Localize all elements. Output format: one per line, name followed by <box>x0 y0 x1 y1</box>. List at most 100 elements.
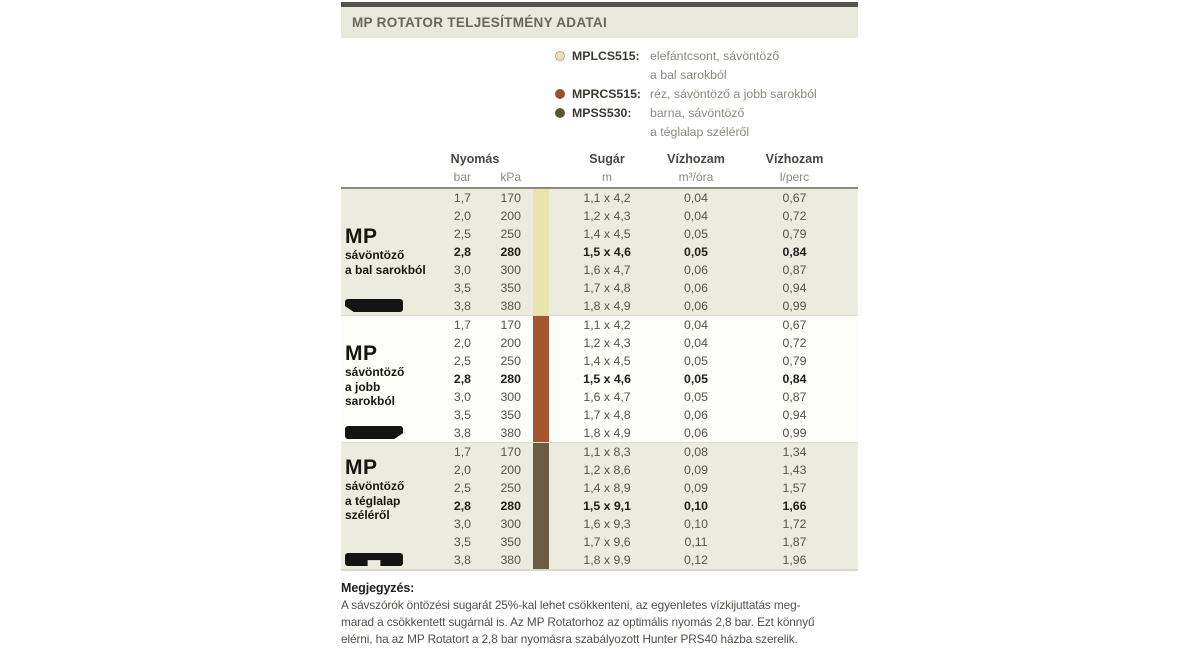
legend-desc-line: barna, sávöntöző <box>650 106 745 120</box>
unit-l-perc: l/perc <box>779 170 810 184</box>
header-nyomas: Nyomás <box>450 152 500 166</box>
section-label: MP sávöntöző a téglalap széléről <box>345 456 404 523</box>
cell-sugar: 1,1 x 8,3 <box>583 445 631 459</box>
unit-kpa: kPa <box>500 170 521 184</box>
legend: MPLCS515: elefántcsont, sávöntöző a bal … <box>341 47 858 142</box>
cell-kpa: 200 <box>500 209 521 223</box>
cell-bar: 3,0 <box>453 263 471 277</box>
cell-bar: 1,7 <box>453 318 471 332</box>
title-bar: MP ROTATOR TELJESÍTMÉNY ADATAI <box>341 2 858 38</box>
legend-item: MPSS530: barna, sávöntöző a téglalap szé… <box>555 104 858 142</box>
cell-m3h: 0,11 <box>684 535 708 549</box>
unit-m: m <box>602 170 612 184</box>
cell-m3h: 0,10 <box>684 517 708 531</box>
section-label-line: a jobb <box>345 379 381 394</box>
cell-kpa: 350 <box>500 408 521 422</box>
cell-lperc: 0,72 <box>782 336 807 350</box>
cell-bar: 2,8 <box>453 372 471 386</box>
cell-m3h: 0,10 <box>684 499 708 513</box>
cell-m3h: 0,05 <box>684 390 708 404</box>
cell-sugar: 1,8 x 4,9 <box>583 299 631 313</box>
note-line: marad a csökkentett sugárnál is. Az MP R… <box>341 615 815 629</box>
cell-m3h: 0,06 <box>684 263 708 277</box>
table-row: 2,5 250 1,4 x 4,5 0,05 0,79 <box>429 225 858 243</box>
cell-kpa: 280 <box>500 372 521 386</box>
copper-color-dot-icon <box>555 89 565 99</box>
table-row: 1,7 170 1,1 x 4,2 0,04 0,67 <box>429 316 858 334</box>
note-line: elérni, ha az MP Rotatort a 2,8 bar nyom… <box>341 632 798 646</box>
color-strip <box>533 443 549 569</box>
table-row: 2,8 280 1,5 x 4,6 0,05 0,84 <box>429 370 858 388</box>
cell-sugar: 1,6 x 9,3 <box>583 517 631 531</box>
color-strip <box>533 189 549 315</box>
cell-lperc: 0,99 <box>782 299 807 313</box>
cell-m3h: 0,05 <box>684 372 708 386</box>
legend-model: MPLCS515: <box>572 49 640 63</box>
cell-lperc: 0,87 <box>782 263 807 277</box>
cell-bar: 3,0 <box>453 517 471 531</box>
section-label-line: a téglalap <box>345 493 401 508</box>
table-row: 1,7 170 1,1 x 4,2 0,04 0,67 <box>429 189 858 207</box>
cell-m3h: 0,09 <box>684 463 708 477</box>
cell-kpa: 200 <box>500 463 521 477</box>
table-row: 2,5 250 1,4 x 4,5 0,05 0,79 <box>429 352 858 370</box>
section-label: MP sávöntöző a bal sarokból <box>345 225 426 277</box>
cell-m3h: 0,06 <box>684 281 708 295</box>
legend-model: MPSS530: <box>572 106 632 120</box>
datasheet: MP ROTATOR TELJESÍTMÉNY ADATAI MPLCS515:… <box>341 0 858 648</box>
cell-sugar: 1,2 x 4,3 <box>583 209 631 223</box>
page-title: MP ROTATOR TELJESÍTMÉNY ADATAI <box>352 15 608 30</box>
cell-lperc: 0,99 <box>782 426 807 440</box>
cell-sugar: 1,6 x 4,7 <box>583 390 631 404</box>
section-label-line: sávöntöző <box>345 248 405 262</box>
cell-kpa: 170 <box>500 318 521 332</box>
legend-item: MPLCS515: elefántcsont, sávöntöző a bal … <box>555 47 858 85</box>
note-label: Megjegyzés: <box>341 581 415 595</box>
cell-kpa: 380 <box>500 426 521 440</box>
cell-lperc: 0,67 <box>782 318 807 332</box>
cell-m3h: 0,04 <box>684 318 708 332</box>
cell-lperc: 1,43 <box>782 463 807 477</box>
table-row: 3,8 380 1,8 x 4,9 0,06 0,99 <box>429 297 858 315</box>
cell-kpa: 280 <box>500 245 521 259</box>
table-row: 3,0 300 1,6 x 4,7 0,05 0,87 <box>429 388 858 406</box>
cell-sugar: 1,8 x 9,9 <box>583 553 631 567</box>
cell-sugar: 1,5 x 9,1 <box>583 499 631 513</box>
cell-lperc: 0,94 <box>782 408 807 422</box>
section-label-line: sarokból <box>345 394 396 408</box>
cell-sugar: 1,7 x 4,8 <box>583 408 631 422</box>
cell-bar: 2,5 <box>453 354 471 368</box>
cell-sugar: 1,4 x 4,5 <box>583 354 631 368</box>
cell-bar: 3,8 <box>453 299 471 313</box>
cell-m3h: 0,08 <box>684 445 708 459</box>
cell-kpa: 170 <box>500 191 521 205</box>
cell-bar: 3,5 <box>453 535 471 549</box>
table-row: 3,5 350 1,7 x 9,6 0,11 1,87 <box>429 533 858 551</box>
cell-bar: 2,5 <box>453 227 471 241</box>
cell-lperc: 0,84 <box>782 372 807 386</box>
cell-m3h: 0,05 <box>684 354 708 368</box>
table-row: 2,0 200 1,2 x 8,6 0,09 1,43 <box>429 461 858 479</box>
cell-lperc: 1,57 <box>782 481 807 495</box>
cell-kpa: 280 <box>500 499 521 513</box>
cell-m3h: 0,09 <box>684 481 708 495</box>
cell-sugar: 1,5 x 4,6 <box>583 245 631 259</box>
cell-lperc: 1,66 <box>782 499 807 513</box>
cell-lperc: 0,87 <box>782 390 807 404</box>
cell-sugar: 1,1 x 4,2 <box>583 191 631 205</box>
table-body: MP sávöntöző a bal sarokból 1,7 170 1,1 … <box>341 189 858 571</box>
note-line: A sávszórók öntözési sugarát 25%-kal leh… <box>341 598 801 612</box>
cell-sugar: 1,2 x 4,3 <box>583 336 631 350</box>
cell-bar: 3,5 <box>453 281 471 295</box>
cell-sugar: 1,8 x 4,9 <box>583 426 631 440</box>
cell-kpa: 350 <box>500 281 521 295</box>
cell-kpa: 250 <box>500 481 521 495</box>
table-row: 3,0 300 1,6 x 4,7 0,06 0,87 <box>429 261 858 279</box>
cell-m3h: 0,06 <box>684 408 708 422</box>
section-label-line: sávöntöző <box>345 479 405 493</box>
header-vizhozam-lperc: Vízhozam <box>765 152 824 166</box>
brown-color-dot-icon <box>555 108 565 118</box>
cell-sugar: 1,6 x 4,7 <box>583 263 631 277</box>
cell-kpa: 300 <box>500 517 521 531</box>
section-rows: 1,7 170 1,1 x 8,3 0,08 1,34 2,0 200 1,2 … <box>341 443 858 569</box>
